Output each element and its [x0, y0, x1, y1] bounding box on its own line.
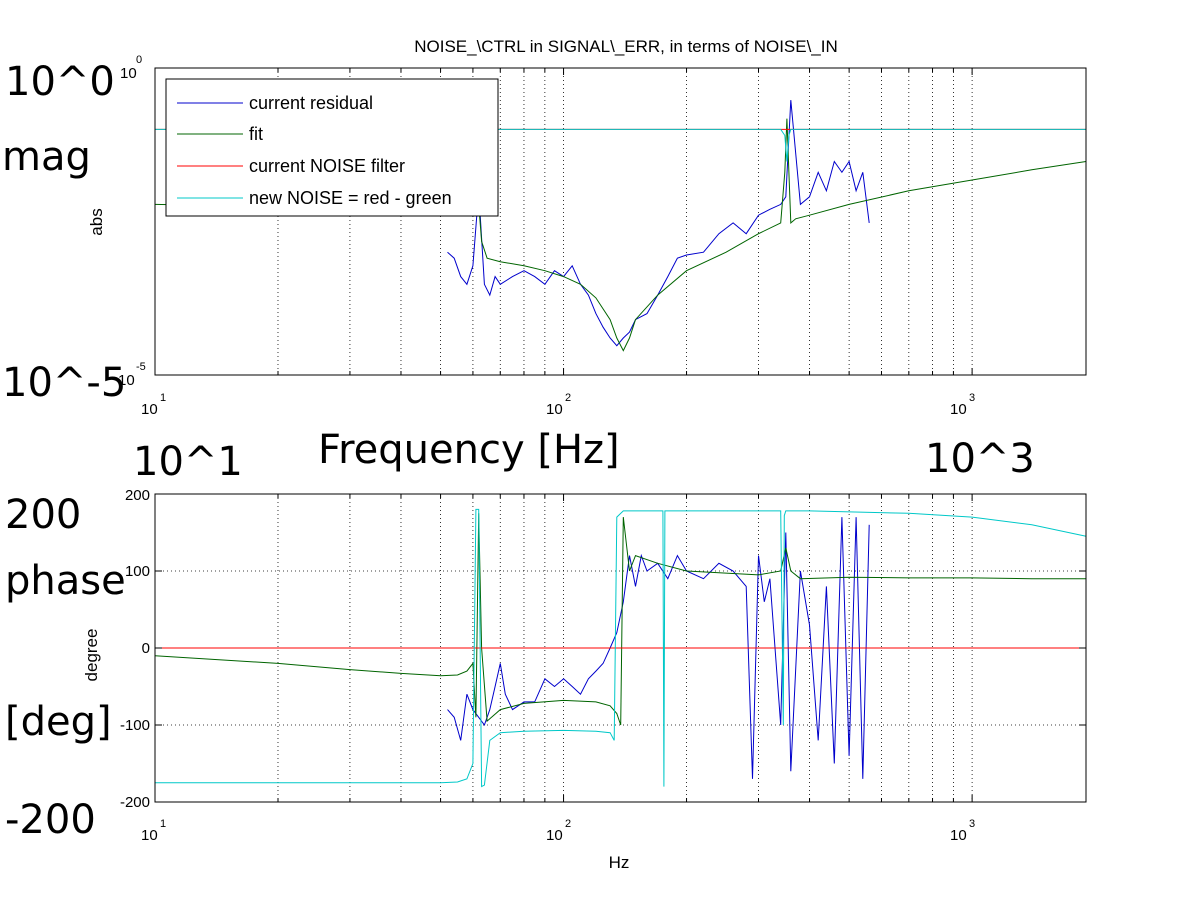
- phase-ytick-minus100: -100: [120, 717, 150, 734]
- overlay-bottom-label-1: phase: [5, 558, 126, 604]
- phase-xtick-10-base: 10: [141, 827, 158, 844]
- phase-xtick-10-exp: 1: [160, 818, 166, 830]
- magnitude-ticks: [277, 68, 973, 375]
- overlay-frequency-label: Frequency [Hz]: [318, 427, 620, 473]
- phase-ytick-minus200: -200: [120, 794, 150, 811]
- overlay-top-min: 10^-5: [2, 360, 126, 406]
- phase-xlabel: Hz: [609, 853, 630, 872]
- legend-label-current-residual: current residual: [249, 93, 373, 113]
- magnitude-xtick-1000-base: 10: [950, 401, 967, 418]
- overlay-top-label: mag: [2, 134, 91, 180]
- overlay-x-left: 10^1: [133, 439, 243, 485]
- magnitude-panel: NOISE_\CTRL in SIGNAL\_ERR, in terms of …: [87, 37, 1087, 418]
- phase-series: [154, 508, 1087, 788]
- phase-xtick-100-base: 10: [546, 827, 563, 844]
- magnitude-ytick-bottom-base: 10: [118, 372, 135, 389]
- phase-ytick-100: 100: [125, 563, 150, 580]
- phase-xtick-100-exp: 2: [565, 818, 571, 830]
- phase-ytick-0: 0: [142, 640, 150, 657]
- magnitude-title: NOISE_\CTRL in SIGNAL\_ERR, in terms of …: [414, 37, 838, 56]
- magnitude-xtick-1000-exp: 3: [969, 392, 975, 404]
- magnitude-ytick-bottom-exp: -5: [136, 361, 146, 373]
- phase-series-new-noise-red-green: [155, 508, 1087, 788]
- legend-label-new-noise: new NOISE = red - green: [249, 188, 452, 208]
- magnitude-ytick-top-base: 10: [120, 65, 137, 82]
- magnitude-series-current-residual: [447, 100, 870, 347]
- phase-ticks: [155, 493, 1086, 803]
- legend-label-current-noise-filter: current NOISE filter: [249, 156, 405, 176]
- overlay-top-max: 10^0: [5, 59, 115, 105]
- phase-xtick-1000-exp: 3: [969, 818, 975, 830]
- magnitude-axes-box: [154, 67, 1087, 376]
- legend-box: [165, 78, 499, 217]
- magnitude-ylabel: abs: [87, 208, 106, 235]
- overlay-bottom-min: -200: [5, 797, 96, 843]
- magnitude-ytick-top-exp: 0: [136, 54, 142, 66]
- phase-ytick-200: 200: [125, 487, 150, 504]
- magnitude-xtick-10-exp: 1: [160, 392, 166, 404]
- phase-grid: [155, 494, 1086, 802]
- phase-ylabel: degree: [82, 629, 101, 682]
- overlay-bottom-max: 200: [5, 492, 81, 538]
- magnitude-xtick-10-base: 10: [141, 401, 158, 418]
- legend-label-fit: fit: [249, 124, 263, 144]
- phase-series-current-residual: [447, 517, 870, 779]
- phase-panel: 200 100 0 -100 -200 10 1 10 2 10 3 Hz de…: [82, 487, 1087, 872]
- overlay-bottom-label-2: [deg]: [5, 699, 112, 745]
- phase-series-fit: [154, 513, 1086, 726]
- overlay-annotations: 10^0 mag 10^-5 Frequency [Hz] 10^1 10^3 …: [2, 59, 1035, 843]
- magnitude-xtick-100-exp: 2: [565, 392, 571, 404]
- magnitude-xtick-100-base: 10: [546, 401, 563, 418]
- overlay-x-right: 10^3: [925, 436, 1035, 482]
- phase-xtick-1000-base: 10: [950, 827, 967, 844]
- legend: current residual fit current NOISE filte…: [165, 78, 499, 217]
